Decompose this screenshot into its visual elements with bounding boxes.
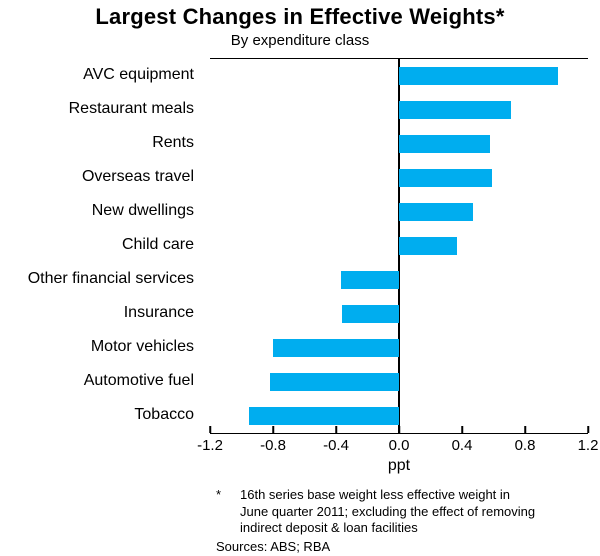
footnote-line: indirect deposit & loan facilities <box>240 520 418 536</box>
x-tick-mark <box>587 426 589 433</box>
sources-text: Sources: ABS; RBA <box>216 538 331 554</box>
bar-motor-vehicles <box>273 339 399 357</box>
category-label-other-financial-services: Other financial services <box>27 270 194 287</box>
category-label-avc-equipment: AVC equipment <box>83 66 194 83</box>
x-tick-label: 0.0 <box>388 437 410 454</box>
x-tick-label: -0.4 <box>323 437 349 454</box>
x-tick-mark <box>524 426 526 433</box>
footnote-block: * 16th series base weight less effective… <box>216 487 588 556</box>
bar-tobacco <box>249 407 399 425</box>
x-axis-label: ppt <box>387 457 411 474</box>
bar-insurance <box>342 305 399 323</box>
category-label-insurance: Insurance <box>123 304 194 321</box>
category-label-overseas-travel: Overseas travel <box>81 168 194 185</box>
x-tick-label: 0.4 <box>451 437 473 454</box>
category-labels: AVC equipment Restaurant meals Rents Overse… <box>0 58 202 432</box>
x-tick-mark <box>335 426 337 433</box>
bar-other-financial-services <box>340 270 399 289</box>
bar-rents <box>399 135 491 153</box>
bar-automotive-fuel <box>269 373 399 391</box>
bar-overseas-travel <box>399 169 492 187</box>
category-label-child-care: Child care <box>121 236 194 253</box>
x-tick-labels: -1.2 -0.8 -0.4 0.0 0.4 0.8 1.2 <box>197 437 598 455</box>
chart-title: Largest Changes in Effective Weights* <box>95 4 505 29</box>
x-tick-label: 0.8 <box>514 437 536 454</box>
category-label-restaurant-meals: Restaurant meals <box>68 100 194 117</box>
x-tick-mark <box>209 426 211 433</box>
x-tick-mark <box>272 426 274 433</box>
category-label-tobacco: Tobacco <box>134 406 194 423</box>
bar-restaurant-meals <box>399 101 511 119</box>
category-label-automotive-fuel: Automotive fuel <box>83 372 194 389</box>
category-label-motor-vehicles: Motor vehicles <box>90 338 194 355</box>
x-tick-mark <box>398 426 400 433</box>
footnote-text: 16th series base weight less effective w… <box>240 487 535 537</box>
footnote-line: 16th series base weight less effective w… <box>240 487 511 502</box>
footnote-marker: * <box>216 487 222 502</box>
x-tick-label: -0.8 <box>260 437 286 454</box>
category-label-new-dwellings: New dwellings <box>91 202 194 219</box>
category-label-rents: Rents <box>152 134 194 151</box>
footnote-line: June quarter 2011; excluding the effect … <box>240 503 536 519</box>
bar-avc-equipment <box>399 67 559 85</box>
x-tick-label: -1.2 <box>197 437 223 454</box>
x-tick-label: 1.2 <box>577 437 599 454</box>
chart-subtitle: By expenditure class <box>230 32 370 49</box>
bar-child-care <box>399 237 458 255</box>
plot-area <box>209 58 589 434</box>
x-tick-mark <box>461 426 463 433</box>
bar-new-dwellings <box>399 203 474 221</box>
